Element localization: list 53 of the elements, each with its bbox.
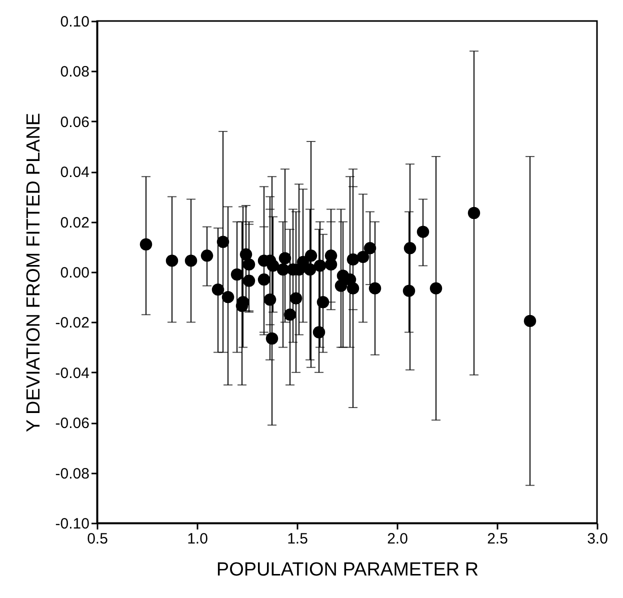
point [258, 273, 270, 286]
point [222, 290, 234, 304]
y-tick-label: 0.00 [60, 264, 90, 282]
point [402, 284, 416, 297]
point [404, 242, 416, 254]
y-tick-label: -0.02 [55, 314, 90, 332]
point [140, 238, 152, 250]
y-axis-title: Y DEVIATION FROM FITTED PLANE [23, 112, 44, 432]
y-tick-label: 0.06 [60, 114, 90, 131]
point [312, 326, 326, 338]
point [304, 263, 316, 276]
y-tick-label: 0.10 [60, 14, 90, 30]
point [278, 252, 292, 264]
point [242, 274, 256, 287]
x-axis-title: POPULATION PARAMETER R [216, 560, 479, 580]
point [468, 206, 480, 220]
x-tick-label: 3.0 [587, 530, 608, 548]
point [212, 283, 224, 296]
point [266, 260, 280, 272]
y-tick-label: -0.10 [55, 516, 90, 532]
point [184, 254, 198, 267]
point [346, 282, 360, 294]
point [356, 250, 370, 264]
point [314, 260, 326, 272]
x-tick-label: 2.0 [387, 530, 408, 548]
point [304, 250, 318, 262]
x-tick-label: 1.0 [187, 530, 208, 548]
point [240, 248, 252, 261]
y-tick-label: -0.04 [55, 364, 90, 382]
y-tick-label: 0.02 [60, 214, 90, 232]
point [166, 254, 178, 267]
point [524, 314, 536, 328]
x-tick-label: 2.5 [487, 530, 508, 548]
point [368, 282, 382, 294]
point [242, 258, 256, 271]
point [290, 292, 302, 304]
point [346, 253, 360, 266]
point [200, 250, 214, 262]
point [276, 263, 290, 276]
y-tick-label: 0.04 [60, 164, 90, 182]
x-tick-label: 1.5 [287, 530, 308, 548]
point [284, 308, 296, 321]
point [364, 242, 376, 254]
point [264, 294, 276, 306]
point [416, 226, 430, 238]
y-tick-label: -0.06 [55, 415, 90, 432]
point [430, 282, 442, 294]
point [216, 236, 230, 248]
y-tick-label: -0.08 [55, 465, 90, 482]
x-tick-label: 0.5 [87, 530, 108, 548]
y-tick-label: 0.08 [60, 64, 90, 81]
point [266, 332, 278, 345]
point [316, 296, 330, 308]
